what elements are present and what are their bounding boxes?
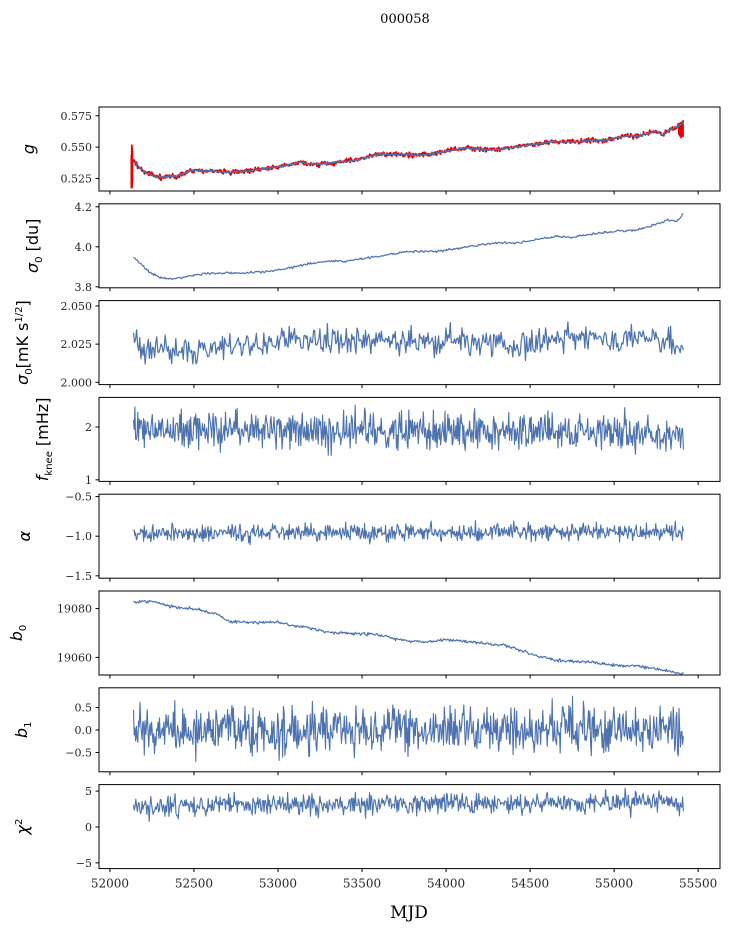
axes-frame — [98, 396, 721, 482]
y-tick-label: 4.2 — [75, 201, 93, 214]
y-tick-label: −0.5 — [65, 746, 92, 759]
y-tick-label: 0.0 — [75, 724, 93, 737]
series-fknee — [132, 404, 684, 456]
y-tick-label: 5 — [85, 785, 92, 798]
figure-title: 000058 — [380, 12, 430, 27]
series-g-smoothed — [133, 121, 684, 179]
y-tick-label: 0.550 — [61, 141, 93, 154]
x-tick-label: 54500 — [511, 877, 549, 891]
y-axis-label-alpha: α — [15, 530, 34, 541]
series-b1 — [132, 695, 684, 763]
panel-sigma0-du: 3.8 4.0 4.2 σ0 [du] — [23, 201, 721, 294]
y-tick-label: 4.0 — [75, 241, 93, 254]
panel-chi2: −5 0 5 χ2 — [13, 784, 721, 873]
y-tick-label: 0 — [85, 821, 92, 834]
y-axis-label-b0: b0 — [7, 625, 29, 642]
x-tick-label: 52500 — [175, 877, 213, 891]
y-axis-label-chi2: χ2 — [13, 819, 32, 836]
y-axis-label-b1: b1 — [12, 722, 34, 739]
series-alpha — [133, 520, 684, 546]
axes-frame — [98, 106, 721, 192]
y-axis-label-sigma0-mK: σ0[mK s1/2] — [13, 300, 35, 385]
y-axis-label-sigma0-du: σ0 [du] — [23, 219, 45, 273]
x-tick-label: 53500 — [343, 877, 381, 891]
series-b0 — [133, 599, 684, 676]
y-tick-label: −5 — [76, 857, 92, 870]
y-axis-label-g: g — [19, 144, 38, 154]
x-tick-label: 55500 — [679, 877, 717, 891]
y-tick-label: 2.025 — [61, 338, 93, 351]
x-axis-label: MJD — [390, 903, 428, 923]
y-tick-label: −1.5 — [65, 570, 92, 583]
y-tick-label: 0.525 — [61, 172, 93, 185]
y-tick-label: 1 — [85, 474, 92, 487]
x-tick-label: 54000 — [427, 877, 465, 891]
x-tick-label: 53000 — [259, 877, 297, 891]
panel-b1: −0.5 0.0 0.5 b1 — [12, 687, 721, 776]
panel-g: 0.525 0.550 0.575 g — [19, 106, 721, 195]
panel-alpha: −1.5 −1.0 −0.5 α — [15, 491, 721, 583]
x-tick-label: 55000 — [595, 877, 633, 891]
series-sigma0-mK — [132, 321, 684, 365]
panel-sigma0-mK: 2.000 2.025 2.050 σ0[mK s1/2] — [13, 300, 721, 389]
panel-b0: 19060 19080 b0 — [7, 590, 721, 679]
axes-frame — [98, 203, 721, 289]
y-tick-label: 0.5 — [75, 702, 93, 715]
series-chi2 — [132, 787, 684, 822]
panel-fknee: 1 2 fknee [mHz] — [33, 396, 721, 487]
y-tick-label: 2.050 — [61, 300, 93, 313]
y-tick-label: 19080 — [57, 603, 92, 616]
series-sigma0-du — [133, 213, 684, 281]
y-tick-label: −1.0 — [65, 530, 92, 543]
axes-frame — [98, 590, 721, 676]
x-tick-label: 52000 — [91, 877, 129, 891]
series-g-raw — [130, 120, 685, 189]
y-tick-label: 2 — [85, 421, 92, 434]
y-tick-label: 19060 — [57, 651, 92, 664]
y-tick-label: −0.5 — [65, 491, 92, 504]
y-tick-label: 2.000 — [61, 376, 93, 389]
y-axis-label-fknee: fknee [mHz] — [33, 398, 55, 482]
axes-frame — [98, 300, 721, 386]
axes-frame — [98, 784, 721, 870]
y-tick-label: 3.8 — [75, 281, 93, 294]
y-tick-label: 0.575 — [61, 110, 93, 123]
